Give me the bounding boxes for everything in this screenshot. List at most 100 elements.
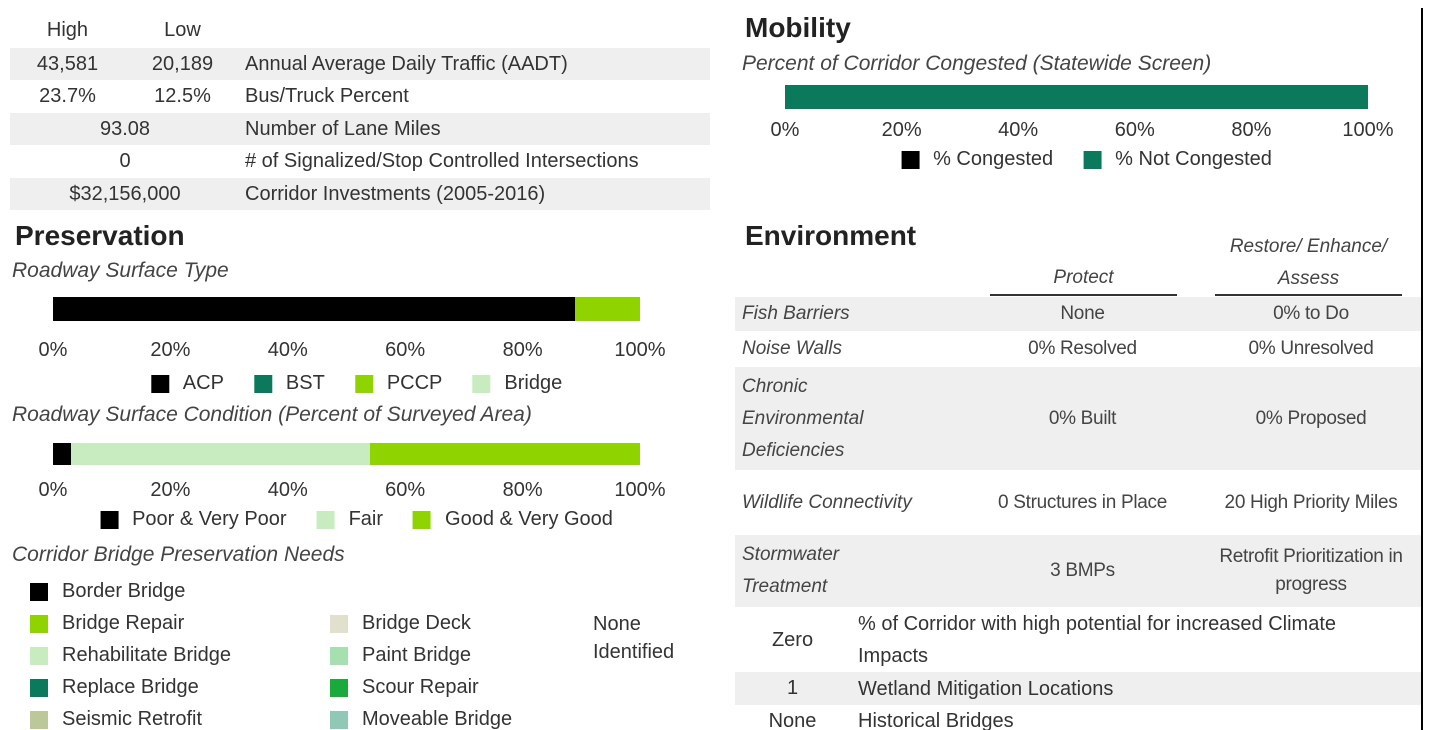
x-tick-label: 0% bbox=[38, 478, 68, 501]
legend-item: Replace Bridge bbox=[30, 676, 199, 699]
column-header: Restore/ Enhance/ Assess bbox=[1215, 232, 1402, 296]
cell: Retrofit Prioritization in progress bbox=[1219, 546, 1403, 595]
bar-segment bbox=[575, 297, 640, 321]
x-tick-label: 0% bbox=[38, 338, 68, 361]
legend-label: BST bbox=[285, 372, 325, 394]
cell: None bbox=[768, 709, 817, 730]
chart-title: Roadway Surface Condition (Percent of Su… bbox=[12, 403, 532, 426]
cell: 12.5% bbox=[154, 85, 211, 107]
legend-item: Fair bbox=[316, 508, 384, 531]
legend-item: Bridge Repair bbox=[30, 612, 184, 635]
cell: 0% Resolved bbox=[1028, 338, 1137, 359]
legend-item: Border Bridge bbox=[30, 580, 185, 603]
row-label: Wetland Mitigation Locations bbox=[858, 677, 1114, 700]
cell: Zero bbox=[771, 628, 814, 651]
legend-label: Good & Very Good bbox=[445, 508, 613, 530]
section-title: Preservation bbox=[15, 220, 185, 251]
legend-label: Moveable Bridge bbox=[362, 708, 513, 730]
x-tick-label: 60% bbox=[385, 338, 426, 361]
row-bg bbox=[10, 178, 710, 210]
row-label: Noise Walls bbox=[742, 338, 842, 359]
column-header: Low bbox=[164, 18, 201, 41]
legend-item: % Congested bbox=[901, 148, 1053, 171]
row-label: % of Corridor with high potential for in… bbox=[858, 613, 1336, 667]
legend-label: Rehabilitate Bridge bbox=[62, 644, 231, 666]
legend-label: % Congested bbox=[933, 148, 1054, 170]
row-bg bbox=[735, 367, 1421, 470]
legend-swatch bbox=[354, 374, 373, 393]
x-tick-label: 60% bbox=[385, 478, 426, 501]
x-tick-label: 100% bbox=[614, 478, 666, 501]
legend-item: Poor & Very Poor bbox=[100, 508, 287, 531]
bar-segment bbox=[53, 443, 71, 465]
x-tick-label: 20% bbox=[881, 118, 922, 141]
cell: 20,189 bbox=[151, 52, 214, 75]
x-tick-label: 100% bbox=[614, 338, 666, 361]
legend-label: Fair bbox=[348, 508, 384, 530]
legend-swatch bbox=[1083, 150, 1102, 169]
legend-item: Paint Bridge bbox=[330, 644, 471, 667]
bar-segment bbox=[369, 443, 640, 465]
row-label: Wildlife Connectivity bbox=[742, 491, 912, 513]
legend-label: Paint Bridge bbox=[362, 644, 471, 666]
cell: 1 bbox=[786, 677, 799, 699]
row-bg bbox=[735, 535, 1421, 607]
column-header: Protect bbox=[990, 262, 1177, 296]
legend-label: ACP bbox=[182, 372, 224, 394]
x-tick-label: 0% bbox=[770, 118, 800, 141]
subtitle: Corridor Bridge Preservation Needs bbox=[12, 543, 345, 566]
legend-label: Bridge Repair bbox=[62, 612, 185, 634]
legend-swatch bbox=[253, 374, 272, 393]
section-title: Environment bbox=[745, 220, 917, 251]
cell: 23.7% bbox=[39, 85, 96, 107]
legend: Poor & Very Poor Fair Good & Very Good bbox=[100, 508, 613, 531]
row-label: Corridor Investments (2005-2016) bbox=[245, 182, 546, 205]
legend-swatch bbox=[30, 678, 48, 697]
legend-item: Scour Repair bbox=[330, 676, 479, 699]
legend-swatch bbox=[30, 614, 48, 633]
bar-segment bbox=[53, 297, 576, 321]
row-bg bbox=[735, 297, 1421, 331]
row-label: # of Signalized/Stop Controlled Intersec… bbox=[245, 150, 639, 172]
legend-label: Bridge Deck bbox=[362, 612, 471, 634]
row-label: Fish Barriers bbox=[742, 303, 850, 324]
legend-swatch bbox=[472, 374, 491, 393]
legend-item: Seismic Retrofit bbox=[30, 708, 202, 730]
bar-segment bbox=[785, 85, 1368, 109]
legend-swatch bbox=[30, 710, 48, 729]
cell: $32,156,000 bbox=[69, 182, 181, 205]
legend-label: Poor & Very Poor bbox=[132, 508, 287, 530]
legend-item: Bridge Deck bbox=[330, 612, 471, 635]
legend-swatch bbox=[330, 614, 348, 633]
legend-item: % Not Congested bbox=[1083, 148, 1272, 171]
row-bg bbox=[10, 113, 710, 145]
x-tick-label: 60% bbox=[1114, 118, 1155, 141]
legend-label: % Not Congested bbox=[1115, 148, 1272, 170]
column-header: High bbox=[46, 18, 89, 41]
legend-label: Border Bridge bbox=[62, 580, 186, 602]
chart-title: Percent of Corridor Congested (Statewide… bbox=[742, 52, 1212, 75]
cell: 0% to Do bbox=[1273, 303, 1349, 324]
row-label: Annual Average Daily Traffic (AADT) bbox=[245, 52, 568, 75]
x-tick-label: 40% bbox=[267, 478, 308, 501]
legend-item: Good & Very Good bbox=[413, 508, 613, 531]
x-tick-label: 80% bbox=[1231, 118, 1272, 141]
legend-label: Replace Bridge bbox=[62, 676, 199, 698]
row-label: Historical Bridges bbox=[858, 710, 1014, 730]
legend-item: Moveable Bridge bbox=[330, 708, 512, 730]
legend-swatch bbox=[100, 510, 119, 529]
cell: 0 Structures in Place bbox=[997, 491, 1167, 513]
legend-item: Bridge bbox=[472, 372, 562, 395]
x-tick-label: 20% bbox=[150, 338, 191, 361]
legend-swatch bbox=[316, 510, 335, 529]
bar-segment bbox=[70, 443, 370, 465]
legend-item: ACP bbox=[150, 372, 224, 395]
cell: 0 bbox=[119, 150, 131, 172]
legend-item: Rehabilitate Bridge bbox=[30, 644, 231, 667]
legend: ACP BST PCCP Bridge bbox=[150, 372, 562, 395]
x-tick-label: 40% bbox=[998, 118, 1039, 141]
legend-label: Seismic Retrofit bbox=[62, 708, 203, 730]
legend-label: Bridge bbox=[504, 372, 563, 394]
legend-swatch bbox=[330, 678, 348, 697]
legend-item: BST bbox=[253, 372, 325, 395]
